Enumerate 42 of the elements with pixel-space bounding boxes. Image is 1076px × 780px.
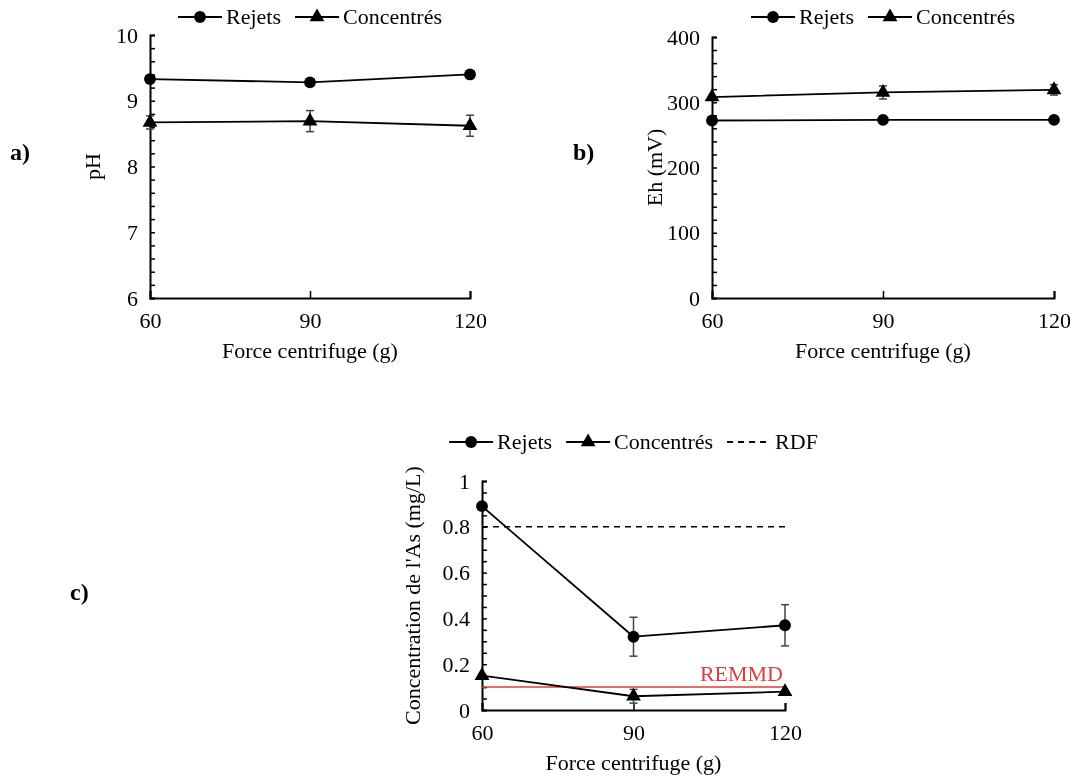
- y-axis-title: Concentration de l'As (mg/L): [400, 466, 425, 725]
- x-axis-title: Force centrifuge (g): [795, 338, 971, 363]
- legend-label: Concentrés: [916, 4, 1015, 29]
- legend-label: RDF: [775, 429, 818, 454]
- text: b): [573, 139, 595, 165]
- y-tick-label: 8: [127, 154, 138, 180]
- y-tick-label: 0: [689, 285, 700, 311]
- x-axis-title: Force centrifuge (g): [222, 338, 398, 363]
- y-tick-label: 0.4: [442, 605, 470, 631]
- y-tick-label: 100: [667, 220, 700, 246]
- x-axis-title: Force centrifuge (g): [545, 750, 722, 775]
- y-tick-label: 0.8: [442, 514, 470, 540]
- ref-line-label: REMMD: [699, 661, 783, 687]
- y-axis-title: pH: [80, 152, 105, 180]
- legend-label: Concentrés: [614, 429, 714, 454]
- y-tick-label: 400: [667, 24, 700, 50]
- y-tick-label: 200: [667, 155, 700, 181]
- legend-label: Concentrés: [343, 4, 442, 29]
- x-tick-label: 60: [701, 307, 724, 333]
- text: a): [10, 139, 30, 165]
- x-tick-label: 90: [299, 307, 322, 333]
- x-tick-label: 120: [1038, 307, 1071, 333]
- x-tick-label: 120: [769, 719, 802, 745]
- y-tick-label: 7: [127, 219, 138, 245]
- x-tick-label: 90: [623, 719, 645, 745]
- legend-label: Rejets: [497, 429, 553, 454]
- text: c): [70, 579, 89, 605]
- legend-label: Rejets: [226, 4, 282, 29]
- y-tick-label: 0.2: [442, 651, 470, 677]
- legend-label: Rejets: [799, 4, 855, 29]
- y-tick-label: 6: [127, 285, 138, 311]
- y-tick-label: 9: [127, 88, 138, 114]
- y-tick-label: 1: [459, 468, 470, 494]
- y-tick-label: 300: [667, 89, 700, 115]
- y-tick-label: 10: [116, 22, 138, 48]
- y-axis-title: Eh (mV): [642, 128, 667, 207]
- x-tick-label: 90: [872, 307, 895, 333]
- x-tick-label: 120: [454, 307, 487, 333]
- x-tick-label: 60: [139, 307, 162, 333]
- y-tick-label: 0: [459, 697, 470, 723]
- x-tick-label: 60: [471, 719, 494, 745]
- y-tick-label: 0.6: [442, 560, 470, 586]
